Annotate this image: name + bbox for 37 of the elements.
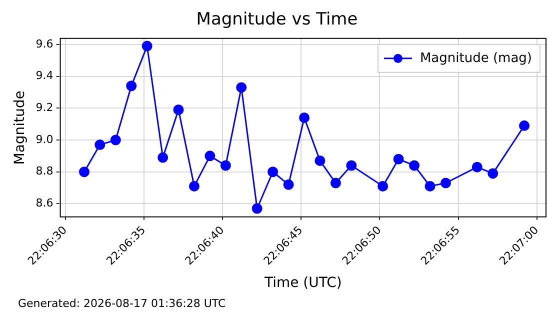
point [346,160,357,171]
point [252,203,262,214]
y-tick-label: 9.4 [36,69,54,82]
point [330,178,341,188]
point [314,155,326,166]
point [299,112,310,123]
y-tick-label: 8.6 [36,196,54,210]
point [220,160,231,171]
point [472,162,482,172]
y-tick-label: 8.8 [36,164,54,178]
point [204,150,216,162]
legend-label: Magnitude (mag) [420,50,532,66]
y-tick-label: 9.0 [36,132,54,146]
point [424,180,436,192]
point [440,178,451,188]
point [173,104,184,115]
point [110,134,121,146]
chart-title: Magnitude vs Time [196,10,358,30]
point [188,180,200,192]
point [236,82,247,93]
point [378,180,388,192]
point [78,166,90,178]
point [142,40,152,52]
y-tick-label: 9.6 [36,37,54,50]
point [519,120,530,131]
point [158,152,168,163]
x-axis-title: Time (UTC) [263,275,342,292]
text: Generated: 2026-08-17 01:36:28 UTC [18,297,226,310]
point [488,168,498,179]
y-tick-label: 9.2 [36,101,54,114]
point [393,154,404,164]
point [283,179,294,190]
point [126,80,137,92]
point [94,140,106,150]
point [268,166,278,178]
point [409,160,420,171]
y-axis-title: Magnitude [12,90,28,165]
